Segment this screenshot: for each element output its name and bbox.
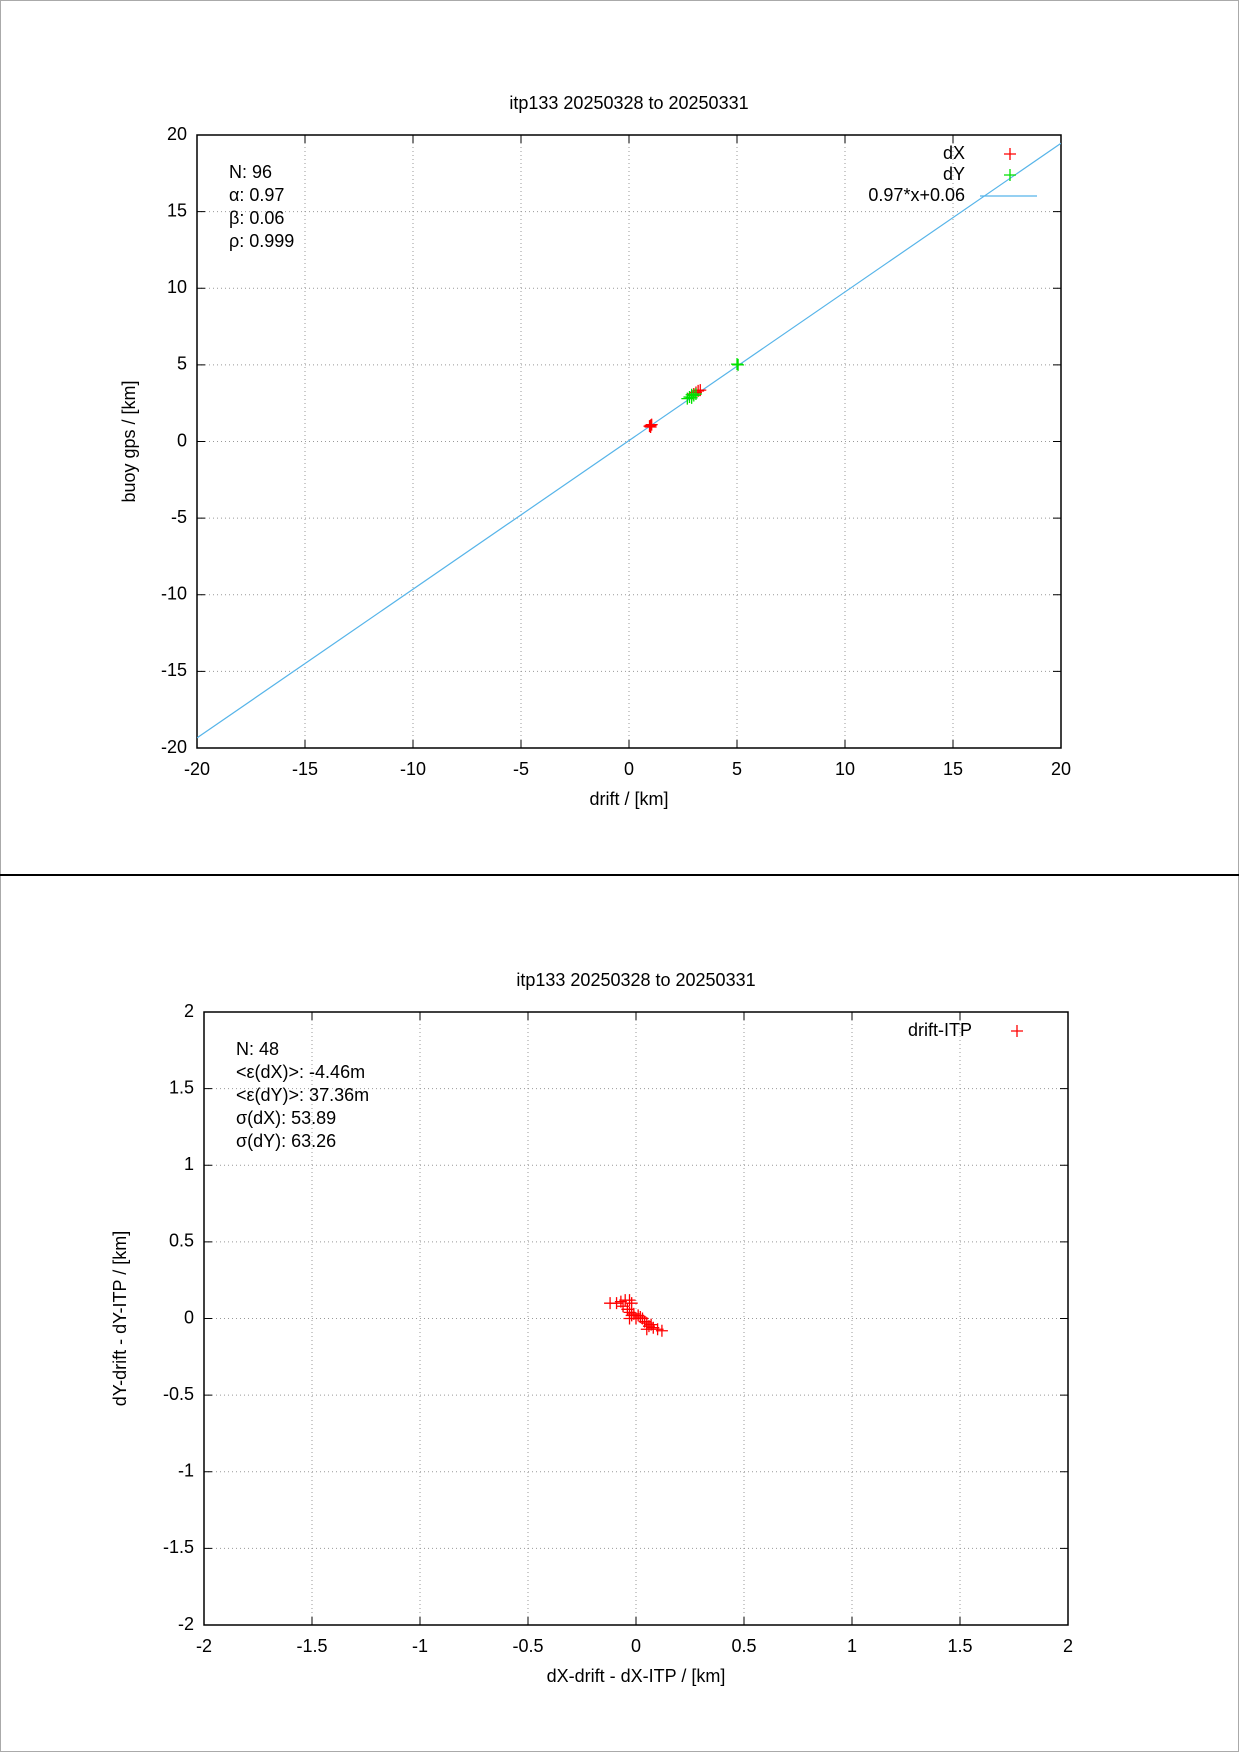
y-axis-label: dY-drift - dY-ITP / [km] xyxy=(110,1231,130,1406)
point xyxy=(732,358,745,371)
legend-label: dX xyxy=(943,143,965,163)
legend-label: 0.97*x+0.06 xyxy=(868,185,965,205)
plot-frame xyxy=(196,134,1062,749)
fit-line xyxy=(197,142,1061,739)
point xyxy=(685,388,698,401)
y-tick-label: 15 xyxy=(167,200,187,220)
annotation: β: 0.06 xyxy=(229,208,284,228)
point xyxy=(621,1303,634,1316)
legend-label: dY xyxy=(943,164,965,184)
y-tick-label: -15 xyxy=(161,660,187,680)
legend-label: drift-ITP xyxy=(908,1020,972,1040)
annotation: σ(dX): 53.89 xyxy=(236,1108,336,1128)
annotation: N: 96 xyxy=(229,162,272,182)
x-tick-label: 15 xyxy=(943,759,963,779)
y-tick-label: 0 xyxy=(177,430,187,450)
y-tick-label: -5 xyxy=(171,507,187,527)
annotation: N: 48 xyxy=(236,1039,279,1059)
point xyxy=(640,1323,653,1336)
point xyxy=(644,420,657,433)
x-tick-label: -15 xyxy=(292,759,318,779)
point xyxy=(645,418,658,431)
legend-marker xyxy=(1011,1025,1023,1037)
y-tick-label: -0.5 xyxy=(163,1384,194,1404)
point xyxy=(643,420,656,433)
legend-marker xyxy=(1004,148,1016,160)
annotation: σ(dY): 63.26 xyxy=(236,1131,336,1151)
x-tick-label: 2 xyxy=(1063,1636,1073,1656)
point xyxy=(625,1297,638,1310)
x-tick-label: 1 xyxy=(847,1636,857,1656)
y-tick-label: 5 xyxy=(177,354,187,374)
point xyxy=(687,389,700,402)
x-tick-label: -0.5 xyxy=(512,1636,543,1656)
y-tick-label: 20 xyxy=(167,124,187,144)
y-tick-label: 2 xyxy=(184,1001,194,1021)
x-tick-label: -1 xyxy=(412,1636,428,1656)
annotation: <ε(dX)>: -4.46m xyxy=(236,1062,365,1082)
x-tick-label: -20 xyxy=(184,759,210,779)
annotation: <ε(dY)>: 37.36m xyxy=(236,1085,369,1105)
x-tick-label: 5 xyxy=(732,759,742,779)
y-axis-label: buoy gps / [km] xyxy=(119,380,139,502)
legend-marker xyxy=(1004,169,1016,181)
y-tick-label: 0 xyxy=(184,1307,194,1327)
y-tick-label: -10 xyxy=(161,584,187,604)
y-tick-label: 10 xyxy=(167,277,187,297)
y-tick-label: 1 xyxy=(184,1154,194,1174)
chart-title: itp133 20250328 to 20250331 xyxy=(509,93,748,113)
y-tick-label: -1 xyxy=(178,1461,194,1481)
point xyxy=(731,358,743,371)
x-tick-label: -10 xyxy=(400,759,426,779)
x-tick-label: 10 xyxy=(835,759,855,779)
y-tick-label: -2 xyxy=(178,1614,194,1634)
point xyxy=(623,1312,636,1325)
x-tick-label: 0.5 xyxy=(731,1636,756,1656)
x-tick-label: 0 xyxy=(624,759,634,779)
point xyxy=(655,1324,668,1337)
x-tick-label: -5 xyxy=(513,759,529,779)
x-tick-label: 0 xyxy=(631,1636,641,1656)
plot-frame xyxy=(203,1011,1069,1626)
y-tick-label: 0.5 xyxy=(169,1231,194,1251)
x-axis-label: dX-drift - dX-ITP / [km] xyxy=(547,1666,726,1686)
annotation: ρ: 0.999 xyxy=(229,231,294,251)
point xyxy=(623,1294,636,1307)
x-tick-label: -2 xyxy=(196,1636,212,1656)
x-tick-label: 20 xyxy=(1051,759,1071,779)
annotation: α: 0.97 xyxy=(229,185,284,205)
x-axis-label: drift / [km] xyxy=(589,789,668,809)
chart-title: itp133 20250328 to 20250331 xyxy=(516,970,755,990)
x-tick-label: 1.5 xyxy=(947,1636,972,1656)
y-tick-label: -1.5 xyxy=(163,1537,194,1557)
x-tick-label: -1.5 xyxy=(296,1636,327,1656)
y-tick-label: -20 xyxy=(161,737,187,757)
y-tick-label: 1.5 xyxy=(169,1077,194,1097)
